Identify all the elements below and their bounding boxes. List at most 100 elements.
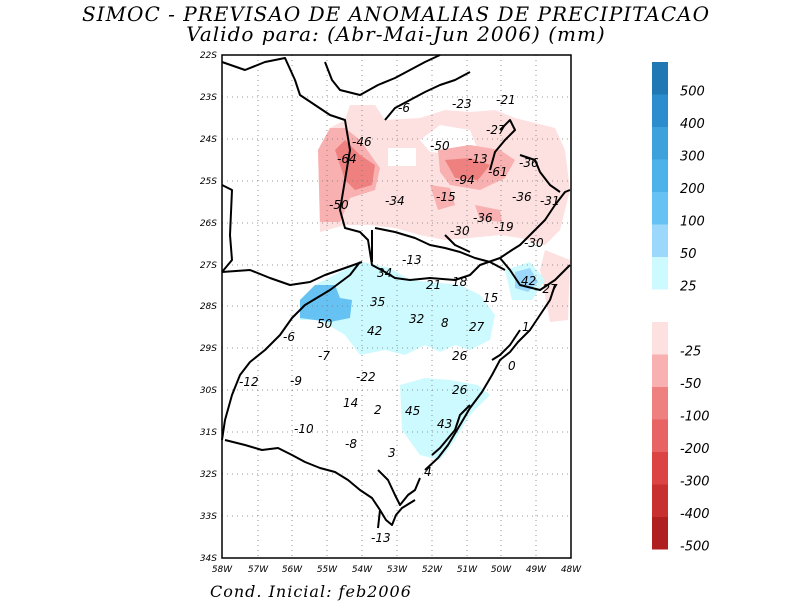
colorbar-negative-label: -500 [680, 539, 710, 554]
lat-label: 34S [200, 554, 217, 564]
colorbar-positive-label: 300 [680, 149, 705, 164]
colorbar-positive-swatch [652, 257, 668, 290]
colorbar-negative-label: -25 [680, 344, 701, 359]
map-value: -50 [329, 198, 349, 212]
map-value: 42 [367, 324, 382, 338]
lon-label: 55W [317, 565, 338, 575]
map-value: -12 [239, 375, 259, 389]
lat-label: 22S [200, 51, 217, 61]
map-value: -10 [294, 422, 314, 436]
lon-label: 53W [387, 565, 408, 575]
map-value: -61 [488, 165, 508, 179]
map-value: -36 [473, 211, 493, 225]
station-values: -6 -23 -21 -27 -46 -50 -13 -36 -64 -94 -… [239, 93, 560, 545]
map-value: 3 [388, 446, 396, 460]
map-value: -27 [486, 123, 506, 137]
positive-light-region [300, 262, 495, 355]
map-value: -15 [436, 190, 456, 204]
map-value: 4 [424, 465, 432, 479]
colorbar-positive-swatch [652, 62, 668, 95]
map-value: 35 [370, 295, 385, 309]
lat-label: 29S [200, 344, 217, 354]
map-value: -22 [356, 370, 376, 384]
anomaly-shading [300, 105, 570, 460]
latitude-labels: 22S 23S 24S 25S 26S 27S 28S 29S 30S 31S … [200, 51, 217, 564]
map-value: 26 [452, 349, 468, 363]
lat-label: 26S [200, 219, 217, 229]
lat-label: 23S [200, 93, 217, 103]
map-value: -64 [337, 152, 357, 166]
map-value: -13 [402, 253, 422, 267]
map-value: -31 [540, 194, 560, 208]
map-value: -23 [452, 97, 472, 111]
political-boundaries [221, 54, 571, 529]
map-value: -36 [519, 156, 539, 170]
colorbar-negative-swatch [652, 354, 668, 387]
colorbar-positive-label: 100 [680, 214, 705, 229]
colorbar-positive-swatch [652, 94, 668, 127]
map-value: 8 [441, 316, 449, 330]
map-value: 1 [522, 320, 530, 334]
graticule [222, 55, 571, 558]
colorbar-negative-label: -50 [680, 377, 701, 392]
map-value: 50 [317, 317, 333, 331]
map-subtitle: Valido para: (Abr-Mai-Jun 2006) (mm) [186, 22, 606, 46]
colorbar-positive-swatch [652, 127, 668, 160]
colorbar-negative-swatch [652, 452, 668, 485]
map-value: 32 [409, 312, 424, 326]
lon-label: 48W [561, 565, 582, 575]
lat-label: 25S [200, 177, 217, 187]
lat-label: 27S [200, 261, 217, 271]
map-frame [221, 54, 572, 559]
lon-label: 58W [212, 565, 233, 575]
colorbar-positive-swatch [652, 224, 668, 257]
lon-label: 51W [457, 565, 478, 575]
colorbar-negative-swatch [652, 517, 668, 550]
map-value: -9 [290, 374, 302, 388]
map-value: -13 [468, 152, 488, 166]
map-value: -50 [430, 139, 450, 153]
map-value: -21 [496, 93, 516, 107]
lat-label: 31S [200, 428, 217, 438]
colorbar-negative-swatch [652, 387, 668, 420]
colorbar-negative-label: -400 [680, 507, 710, 522]
lat-label: 33S [200, 512, 217, 522]
colorbar-positive-label: 400 [680, 117, 705, 132]
map-value: 43 [437, 417, 452, 431]
map-value: 18 [452, 275, 468, 289]
colorbar-negative-swatch [652, 484, 668, 517]
map-value: 21 [426, 278, 441, 292]
colorbar-negative-label: -200 [680, 442, 710, 457]
colorbar: 500 400 300 200 100 50 25 -25 -50 -100 -200 -300 -40… [652, 62, 710, 554]
colorbar-negative-label: -300 [680, 474, 710, 489]
lat-label: 30S [200, 386, 217, 396]
lon-label: 50W [491, 565, 512, 575]
map-value: 0 [508, 359, 516, 373]
map-value: -6 [283, 330, 295, 344]
map-value: 26 [452, 383, 468, 397]
map-value: 45 [405, 404, 420, 418]
map-value: -30 [450, 224, 470, 238]
map-value: -6 [398, 101, 410, 115]
lon-label: 57W [248, 565, 269, 575]
colorbar-positive-swatch [652, 192, 668, 225]
map-value: 27 [469, 320, 485, 334]
map-value: 2 [374, 403, 382, 417]
map-value: 14 [343, 396, 358, 410]
map-value: -94 [455, 173, 475, 187]
lon-label: 49W [526, 565, 547, 575]
map-value: 34 [377, 266, 392, 280]
map-value: -19 [494, 220, 514, 234]
map-value: -46 [352, 135, 372, 149]
map-value: 15 [483, 291, 498, 305]
map-value: -34 [385, 194, 405, 208]
positive-medium-region [300, 285, 352, 322]
map-title: SIMOC - PREVISAO DE ANOMALIAS DE PRECIPI… [81, 2, 711, 26]
map-value: 42 [521, 274, 536, 288]
map-value: -7 [318, 349, 330, 363]
lon-label: 56W [282, 565, 303, 575]
lon-label: 54W [352, 565, 373, 575]
lon-label: 52W [422, 565, 443, 575]
colorbar-positive-swatch [652, 159, 668, 192]
